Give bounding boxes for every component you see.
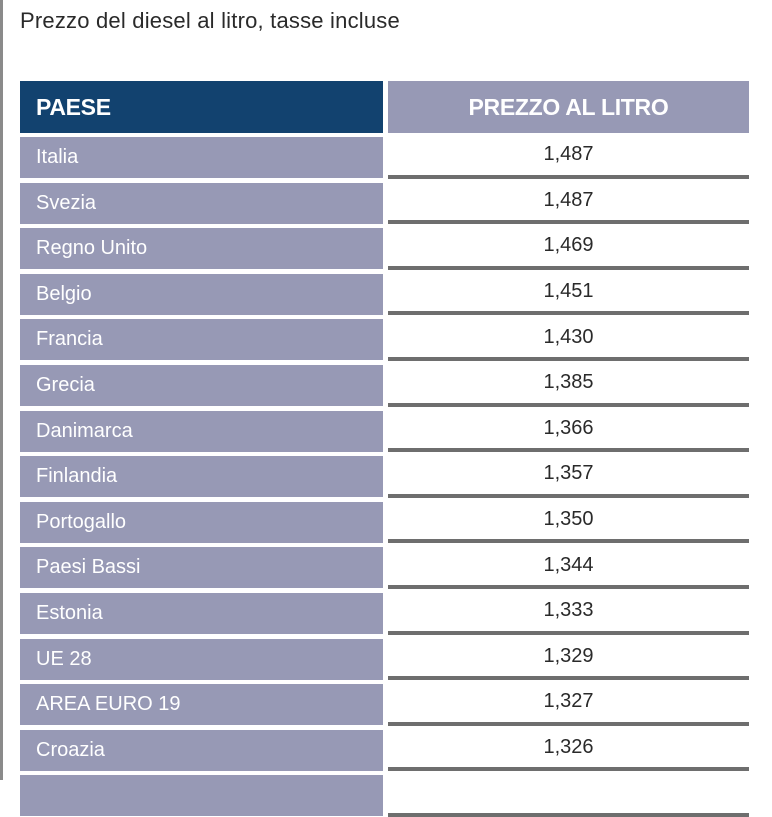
country-cell: Estonia xyxy=(20,592,383,634)
table-header: PAESE PREZZO AL LITRO xyxy=(20,81,749,133)
price-cell: 1,333 xyxy=(388,589,749,635)
table-row: Danimarca 1,366 xyxy=(20,407,749,453)
header-price: PREZZO AL LITRO xyxy=(388,81,749,133)
table-row: Grecia 1,385 xyxy=(20,361,749,407)
table-row: UE 28 1,329 xyxy=(20,635,749,681)
country-cell: Belgio xyxy=(20,273,383,315)
price-cell xyxy=(388,771,749,817)
table-row: AREA EURO 19 1,327 xyxy=(20,680,749,726)
price-cell: 1,329 xyxy=(388,635,749,681)
country-cell: AREA EURO 19 xyxy=(20,684,383,726)
country-cell: Portogallo xyxy=(20,501,383,543)
country-cell: Finlandia xyxy=(20,456,383,498)
table-row: Italia 1,487 xyxy=(20,133,749,179)
header-country: PAESE xyxy=(20,81,383,133)
country-cell: Italia xyxy=(20,137,383,178)
price-cell: 1,487 xyxy=(388,133,749,179)
table-body: Italia 1,487 Svezia 1,487 Regno Unito 1,469 Be… xyxy=(20,133,749,817)
table-row: Francia 1,430 xyxy=(20,315,749,361)
table-row: Portogallo 1,350 xyxy=(20,498,749,544)
country-cell: Paesi Bassi xyxy=(20,547,383,589)
country-cell: Svezia xyxy=(20,182,383,224)
price-cell: 1,430 xyxy=(388,315,749,361)
table-row: Estonia 1,333 xyxy=(20,589,749,635)
table-row: Regno Unito 1,469 xyxy=(20,224,749,270)
price-cell: 1,469 xyxy=(388,224,749,270)
price-cell: 1,357 xyxy=(388,452,749,498)
price-cell: 1,385 xyxy=(388,361,749,407)
price-cell: 1,451 xyxy=(388,270,749,316)
country-cell: Danimarca xyxy=(20,410,383,452)
country-cell: Croazia xyxy=(20,729,383,771)
country-cell: Francia xyxy=(20,319,383,361)
table-row: Paesi Bassi 1,344 xyxy=(20,543,749,589)
country-cell xyxy=(20,775,383,817)
diesel-price-table: PAESE PREZZO AL LITRO Italia 1,487 Svezia 1… xyxy=(20,81,749,817)
table-row: Finlandia 1,357 xyxy=(20,452,749,498)
left-border-line xyxy=(0,0,3,780)
country-cell: Regno Unito xyxy=(20,228,383,270)
table-row: Belgio 1,451 xyxy=(20,270,749,316)
table-row xyxy=(20,771,749,817)
table-row: Croazia 1,326 xyxy=(20,726,749,772)
price-cell: 1,326 xyxy=(388,726,749,772)
page-title: Prezzo del diesel al litro, tasse inclus… xyxy=(20,8,400,33)
price-cell: 1,487 xyxy=(388,179,749,225)
price-cell: 1,327 xyxy=(388,680,749,726)
price-cell: 1,350 xyxy=(388,498,749,544)
price-cell: 1,366 xyxy=(388,407,749,453)
price-cell: 1,344 xyxy=(388,543,749,589)
country-cell: UE 28 xyxy=(20,638,383,680)
table-row: Svezia 1,487 xyxy=(20,179,749,225)
country-cell: Grecia xyxy=(20,364,383,406)
